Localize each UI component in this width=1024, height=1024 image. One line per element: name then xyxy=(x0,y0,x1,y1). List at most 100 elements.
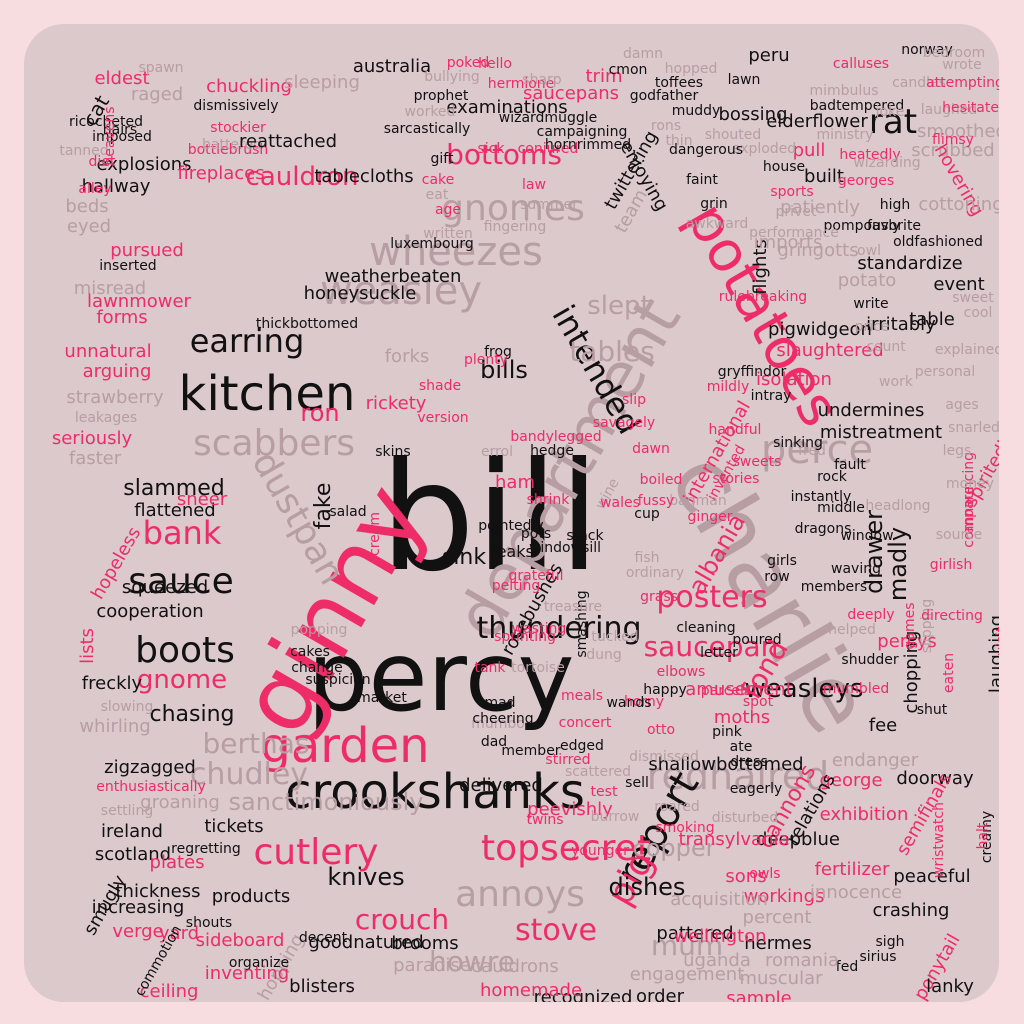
cloud-word: explained xyxy=(935,342,999,358)
cloud-word: wellington xyxy=(673,926,766,947)
cloud-word: rock xyxy=(817,469,848,485)
cloud-word: transylvania xyxy=(678,829,789,850)
cloud-word: innocence xyxy=(810,882,902,903)
cloud-word: shrink xyxy=(527,492,571,508)
cloud-word: berthas xyxy=(203,727,310,760)
cloud-word: work xyxy=(879,374,914,390)
cloud-word: wales xyxy=(600,495,640,511)
cloud-word: pattered xyxy=(656,923,733,944)
cloud-word: yard xyxy=(159,923,199,944)
cloud-word: weasleys xyxy=(745,674,864,704)
cloud-word: pots xyxy=(521,526,551,542)
cloud-word: percy xyxy=(308,621,575,733)
cloud-word: beds xyxy=(65,196,108,217)
cloud-word: wasting xyxy=(512,621,566,637)
cloud-word: sneer xyxy=(177,489,228,510)
cloud-word: norway xyxy=(901,42,953,58)
cloud-word: cup xyxy=(634,506,660,522)
cloud-word: sleeping xyxy=(284,72,360,93)
cloud-word: parcels xyxy=(701,683,751,699)
cloud-word: favorite xyxy=(867,218,921,234)
cloud-word: hopped xyxy=(665,61,718,77)
cloud-word: trim xyxy=(586,66,623,87)
cloud-word: hornrimmed xyxy=(545,137,631,153)
cloud-word: slaughtered xyxy=(776,340,883,361)
cloud-word: ministry xyxy=(816,127,873,143)
cloud-word: sweets xyxy=(733,454,782,470)
cloud-word: hermione xyxy=(488,76,555,92)
cloud-word: smashing xyxy=(574,590,590,657)
cloud-word: pointedly xyxy=(478,518,543,534)
cloud-word: lists xyxy=(77,628,98,664)
cloud-word: deepblue xyxy=(756,829,840,850)
cloud-word: attempting xyxy=(926,75,999,91)
cloud-word: sharp xyxy=(522,72,562,88)
cloud-word: reattached xyxy=(239,131,337,152)
cloud-word: dishes xyxy=(609,873,686,901)
cloud-word: george xyxy=(819,770,882,791)
cloud-word: patiently xyxy=(780,197,860,218)
cloud-word: shouts xyxy=(186,915,232,931)
cloud-word: scattered xyxy=(565,764,631,780)
cloud-word: compare xyxy=(961,486,977,547)
cloud-word: faint xyxy=(686,172,718,188)
cloud-word: bagman xyxy=(669,493,726,509)
cloud-word: summer xyxy=(520,197,578,213)
cloud-word: younger xyxy=(571,843,629,859)
cloud-word: sweet xyxy=(952,290,994,306)
cloud-word: roared xyxy=(654,799,700,815)
cloud-word: dragons xyxy=(795,521,852,537)
cloud-word: copper xyxy=(633,834,716,862)
cloud-word: bandylegged xyxy=(510,429,601,445)
cloud-word: gringotts xyxy=(777,240,858,261)
cloud-word: otto xyxy=(647,722,675,738)
cloud-word: crashing xyxy=(873,900,950,921)
cloud-word: tablecloths xyxy=(314,166,413,187)
cloud-word: wheezes xyxy=(369,229,543,275)
cloud-word: scabbers xyxy=(193,423,355,464)
cloud-word: alley xyxy=(78,181,111,197)
cloud-word: personal xyxy=(915,364,975,380)
cloud-word: eaten xyxy=(941,653,957,693)
cloud-word: fireplaces xyxy=(177,163,264,184)
cloud-word: shut xyxy=(917,702,948,718)
cloud-word: mum xyxy=(651,929,723,962)
cloud-word: rickety xyxy=(366,393,427,414)
cloud-word: grateful xyxy=(508,568,563,584)
cloud-word: disturbed xyxy=(712,810,779,826)
cloud-word: pompously xyxy=(824,218,901,234)
cloud-word: misread xyxy=(74,278,146,299)
cloud-word: decent xyxy=(299,930,348,946)
cloud-word: poured xyxy=(732,632,781,648)
cloud-word: spawn xyxy=(138,60,183,76)
cloud-word: mildly xyxy=(707,379,749,395)
cloud-word: sinking xyxy=(773,435,823,451)
cloud-word: shudder xyxy=(841,652,898,668)
cloud-word: hello xyxy=(478,56,512,72)
cloud-word: smoking xyxy=(655,820,714,836)
cloud-word: mistreatment xyxy=(820,422,942,443)
cloud-word: sports xyxy=(770,184,813,200)
cloud-word: boiled xyxy=(640,472,683,488)
cloud-word: fred xyxy=(798,443,826,459)
cloud-word: ate xyxy=(730,739,753,755)
cloud-word: moths xyxy=(714,707,770,728)
cloud-word: wristwatch xyxy=(931,802,947,878)
cloud-word: elderflower xyxy=(766,111,868,132)
cloud-word: snarled xyxy=(948,420,999,436)
cloud-word: luxembourg xyxy=(390,236,474,252)
cloud-word: shallowbottomed xyxy=(648,754,803,775)
cloud-word: imports xyxy=(754,232,823,253)
cloud-word: pigwidgeon xyxy=(768,319,872,340)
cloud-word: ireland xyxy=(101,821,163,842)
cloud-word: cauldrons xyxy=(471,956,559,977)
cloud-word: fish xyxy=(635,550,660,566)
cloud-word: raged xyxy=(131,84,183,105)
cloud-word: poked xyxy=(447,55,490,71)
cloud-word: irritably xyxy=(866,314,936,335)
cloud-word: concert xyxy=(559,715,612,731)
cloud-word: regretting xyxy=(171,841,241,857)
cloud-word: ceiling xyxy=(140,981,199,1002)
cloud-word: goodnatured xyxy=(308,932,423,953)
cloud-word: workings xyxy=(744,886,825,907)
